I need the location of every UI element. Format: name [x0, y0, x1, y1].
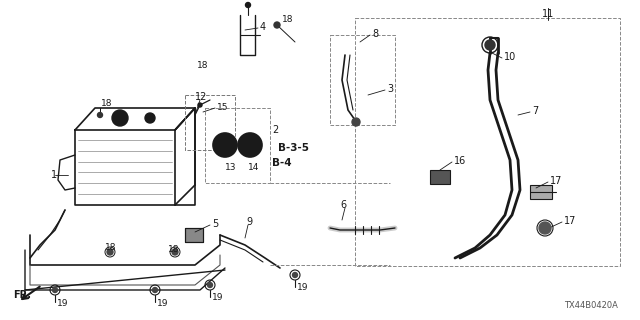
- Circle shape: [213, 133, 237, 157]
- Text: B-3-5: B-3-5: [278, 143, 309, 153]
- Circle shape: [352, 118, 360, 126]
- Text: 5: 5: [212, 219, 218, 229]
- Bar: [530, 185, 552, 199]
- Text: B-4: B-4: [272, 158, 292, 168]
- Circle shape: [152, 287, 157, 292]
- Text: 18: 18: [197, 60, 209, 69]
- Text: 19: 19: [57, 299, 68, 308]
- Text: 18: 18: [282, 15, 294, 25]
- Text: 19: 19: [297, 284, 308, 292]
- Circle shape: [485, 40, 495, 50]
- Text: 16: 16: [454, 156, 467, 166]
- Circle shape: [238, 133, 262, 157]
- Text: 18: 18: [168, 245, 179, 254]
- Bar: [330, 35, 395, 125]
- Text: 8: 8: [372, 29, 378, 39]
- Circle shape: [112, 110, 128, 126]
- Text: 9: 9: [246, 217, 252, 227]
- Text: 7: 7: [532, 106, 538, 116]
- Text: 3: 3: [387, 84, 393, 94]
- Circle shape: [172, 249, 178, 255]
- Text: 14: 14: [248, 164, 259, 172]
- Text: 6: 6: [340, 200, 346, 210]
- Text: 18: 18: [105, 243, 116, 252]
- Text: FR.: FR.: [13, 290, 31, 300]
- Circle shape: [207, 283, 212, 287]
- Text: 17: 17: [550, 176, 563, 186]
- Circle shape: [292, 273, 298, 277]
- Text: 18: 18: [101, 100, 113, 108]
- Text: 17: 17: [564, 216, 577, 226]
- Text: 13: 13: [225, 164, 237, 172]
- Circle shape: [274, 22, 280, 28]
- Circle shape: [52, 287, 58, 292]
- Circle shape: [97, 113, 102, 117]
- Text: 15: 15: [217, 102, 228, 111]
- Text: 19: 19: [157, 299, 168, 308]
- Circle shape: [539, 222, 551, 234]
- Text: 12: 12: [195, 92, 207, 102]
- Text: 2: 2: [272, 125, 278, 135]
- Bar: [205, 108, 270, 183]
- Text: 11: 11: [542, 9, 554, 19]
- Bar: [355, 18, 620, 266]
- Circle shape: [107, 249, 113, 255]
- Bar: [185, 228, 203, 242]
- Text: TX44B0420A: TX44B0420A: [564, 301, 618, 310]
- Circle shape: [145, 113, 155, 123]
- Bar: [185, 228, 203, 242]
- Text: 10: 10: [504, 52, 516, 62]
- Bar: [430, 170, 450, 184]
- Text: 4: 4: [260, 22, 266, 32]
- Text: 19: 19: [212, 293, 223, 302]
- Circle shape: [246, 3, 250, 7]
- Text: 1: 1: [51, 170, 57, 180]
- Circle shape: [198, 103, 202, 107]
- Bar: [185, 95, 235, 150]
